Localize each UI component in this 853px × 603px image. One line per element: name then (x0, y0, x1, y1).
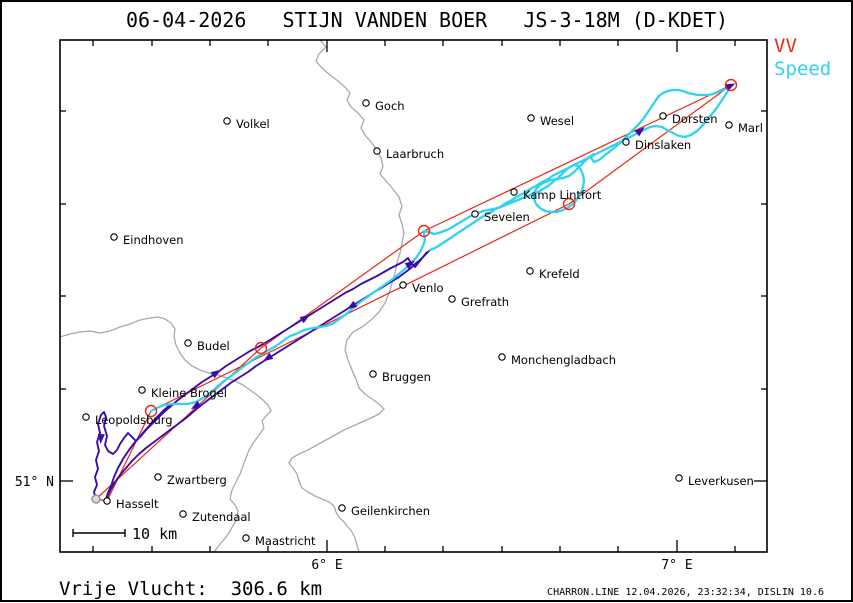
city-marker (471, 210, 479, 218)
country-border (59, 316, 272, 553)
city-label: Kleine Brogel (151, 386, 227, 400)
turnpoint-circle (724, 78, 738, 92)
direction-arrow (404, 260, 416, 270)
country-border (288, 39, 405, 553)
total-distance-text: Vrije Vlucht: 306.6 km (59, 578, 322, 600)
direction-arrow (634, 127, 645, 137)
city-label: Zutendaal (192, 510, 251, 524)
city-label: Leopoldsburg (95, 413, 173, 427)
city-label: Budel (197, 339, 230, 353)
city-marker (659, 112, 667, 120)
gps-track (93, 251, 428, 500)
city-marker (675, 474, 683, 482)
launch-marker (91, 494, 101, 504)
city-label: Venlo (412, 281, 444, 295)
city-marker (498, 353, 506, 361)
city-label: Volkel (236, 117, 270, 131)
city-marker (369, 370, 377, 378)
direction-arrow (299, 314, 311, 324)
city-marker (527, 114, 535, 122)
city-label: Krefeld (539, 267, 580, 281)
city-label: Leverkusen (688, 474, 754, 488)
scalebar-label: 10 km (132, 525, 177, 543)
direction-arrow (262, 352, 274, 362)
city-label: Hasselt (116, 497, 159, 511)
plot-frame (59, 39, 768, 553)
city-label: Goch (375, 99, 405, 113)
city-label: Laarbruch (386, 147, 444, 161)
city-marker (110, 233, 118, 241)
turnpoint-circle (562, 197, 576, 211)
direction-arrow (210, 369, 222, 379)
page-title: 06-04-2026 STIJN VANDEN BOER JS-3-18M (D… (126, 8, 728, 32)
city-marker (242, 534, 250, 542)
city-label: Eindhoven (123, 233, 184, 247)
speed-track (149, 83, 733, 413)
city-label: Zwartberg (167, 473, 227, 487)
lon-axis-label-7e: 7° E (661, 558, 692, 573)
city-marker (82, 413, 90, 421)
turnpoint-circle (254, 341, 268, 355)
city-marker (725, 121, 733, 129)
direction-arrow (190, 400, 202, 410)
legend-speed-label: Speed (774, 58, 831, 80)
city-label: Dorsten (672, 112, 717, 126)
city-marker (622, 138, 630, 146)
city-label: Marl (738, 121, 763, 135)
city-label: Maastricht (255, 534, 316, 548)
city-marker (510, 188, 518, 196)
city-marker (154, 473, 162, 481)
city-marker (373, 147, 381, 155)
city-label: Wesel (540, 114, 574, 128)
city-label: Bruggen (382, 370, 431, 384)
direction-arrow (346, 300, 358, 310)
turnpoint-circle (144, 404, 158, 418)
lat-axis-label: 51° N (15, 475, 54, 490)
lon-axis-label-6e: 6° E (311, 558, 342, 573)
direction-arrow (97, 433, 105, 444)
gps-track (105, 403, 172, 500)
city-marker (184, 339, 192, 347)
city-marker (223, 117, 231, 125)
city-marker (338, 504, 346, 512)
city-label: Dinslaken (635, 138, 691, 152)
city-label: Grefrath (461, 295, 509, 309)
city-marker (179, 510, 187, 518)
city-marker (362, 99, 370, 107)
city-label: Sevelen (484, 210, 530, 224)
city-label: Geilenkirchen (351, 504, 430, 518)
credit-line: CHARRON.LINE 12.04.2026, 23:32:34, DISLI… (547, 587, 824, 598)
map-layers: Goch Volkel Wesel Dorsten Marl Dinslaken Laarb… (59, 39, 767, 553)
city-label: Kamp Lintfort (523, 188, 602, 202)
gps-track (106, 249, 431, 502)
city-marker (526, 267, 534, 275)
city-marker (103, 497, 111, 505)
city-marker (399, 281, 407, 289)
city-marker (448, 295, 456, 303)
legend-vv-label: VV (774, 35, 797, 57)
city-marker (138, 386, 146, 394)
speed-track (428, 83, 733, 252)
turnpoint-circle (417, 224, 431, 238)
city-label: Monchengladbach (511, 353, 616, 367)
